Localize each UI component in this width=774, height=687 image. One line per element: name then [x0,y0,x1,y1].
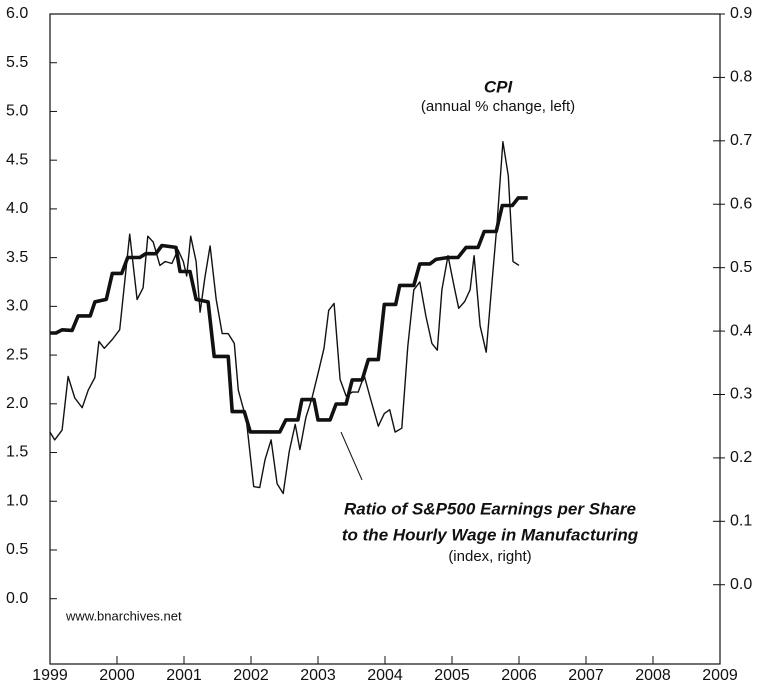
ratio-label: to the Hourly Wage in Manufacturing [342,525,639,544]
y-tick-label: 4.0 [6,200,28,217]
y2-tick-label: 0.2 [730,449,752,466]
y-tick-label: 2.5 [6,346,28,363]
y-tick-label: 3.5 [6,249,28,266]
x-tick-label: 1999 [32,667,68,684]
cpi-label: CPI [484,77,514,96]
annotation-pointer [340,431,363,481]
series-line [50,196,528,434]
y-tick-label: 1.5 [6,444,28,461]
x-tick-label: 2004 [367,667,403,684]
y2-tick-label: 0.0 [730,576,752,593]
y-tick-label: 6.0 [6,5,28,22]
y2-tick-label: 0.8 [730,69,752,86]
series-line [49,141,520,495]
cpi-sublabel: (annual % change, left) [421,98,575,115]
x-tick-label: 2003 [300,667,336,684]
y2-tick-label: 0.1 [730,513,752,530]
x-tick-label: 2005 [434,667,470,684]
y2-tick-label: 0.4 [730,322,752,339]
y-tick-label: 0.5 [6,541,28,558]
y-tick-label: 5.0 [6,103,28,120]
y-tick-label: 0.0 [6,590,28,607]
y-tick-label: 4.5 [6,151,28,168]
y2-tick-label: 0.6 [730,195,752,212]
y-tick-label: 1.0 [6,492,28,509]
x-tick-label: 2006 [501,667,537,684]
y-tick-label: 3.0 [6,298,28,315]
x-tick-label: 2009 [702,667,738,684]
y2-tick-label: 0.5 [730,259,752,276]
x-tick-label: 2000 [99,667,135,684]
y2-tick-label: 0.9 [730,5,752,22]
ratio-sublabel: (index, right) [448,548,531,565]
x-tick-label: 2001 [166,667,202,684]
x-tick-label: 2008 [635,667,671,684]
y-tick-label: 2.0 [6,395,28,412]
x-tick-label: 2007 [568,667,604,684]
source-note: www.bnarchives.net [65,608,182,623]
y2-tick-label: 0.3 [730,386,752,403]
x-tick-label: 2002 [233,667,269,684]
y-tick-label: 5.5 [6,54,28,71]
y2-tick-label: 0.7 [730,132,752,149]
plot-frame [49,13,721,665]
ratio-label: Ratio of S&P500 Earnings per Share [344,499,636,518]
